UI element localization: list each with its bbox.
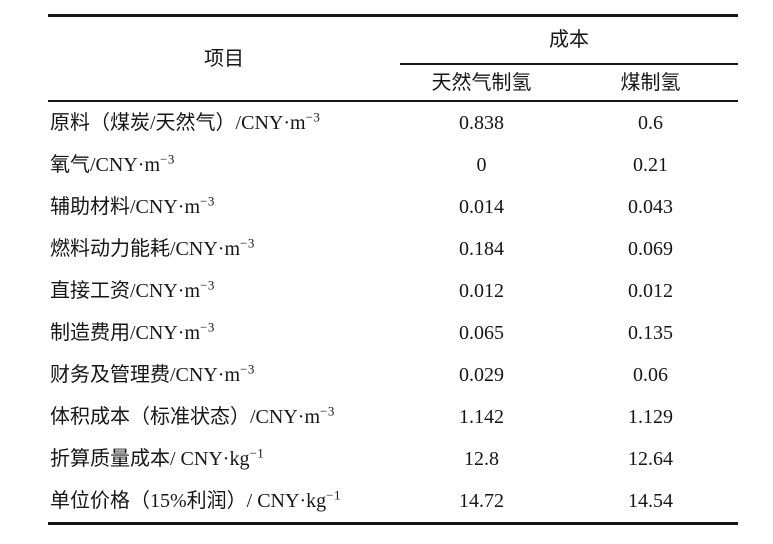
gas-value: 14.72 bbox=[459, 490, 504, 512]
row-label-superscript: −3 bbox=[305, 109, 321, 125]
gas-value: 0.014 bbox=[459, 196, 504, 218]
row-label: 原料（煤炭/天然气）/CNY·m bbox=[50, 112, 306, 134]
coal-value: 0.06 bbox=[633, 364, 668, 386]
row-label: 体积成本（标准状态）/CNY·m bbox=[50, 406, 320, 428]
row-label-superscript: −3 bbox=[240, 361, 255, 377]
row-label: 折算质量成本/ CNY·kg bbox=[50, 448, 250, 470]
gas-value: 0.065 bbox=[459, 322, 504, 344]
table-row-mass-cost: 折算质量成本/ CNY·kg−1 12.8 12.64 bbox=[48, 438, 738, 480]
row-label-superscript: −3 bbox=[200, 277, 215, 293]
row-label: 燃料动力能耗/CNY·m bbox=[50, 238, 240, 260]
row-label-superscript: −3 bbox=[200, 193, 215, 209]
gas-value: 0.012 bbox=[459, 280, 504, 302]
hydrogen-cost-table: 项目 成本 天然气制氢 煤制氢 原料（煤炭/天然气）/CNY·m−3 0.838… bbox=[48, 14, 738, 525]
table-row-fuel-power: 燃料动力能耗/CNY·m−3 0.184 0.069 bbox=[48, 228, 738, 270]
table-row-raw-material: 原料（煤炭/天然气）/CNY·m−3 0.838 0.6 bbox=[48, 101, 738, 144]
row-label-superscript: −3 bbox=[200, 319, 215, 335]
row-label-superscript: −3 bbox=[320, 403, 335, 419]
table-row-direct-wages: 直接工资/CNY·m−3 0.012 0.012 bbox=[48, 270, 738, 312]
table-row-auxiliary-materials: 辅助材料/CNY·m−3 0.014 0.043 bbox=[48, 186, 738, 228]
coal-value: 1.129 bbox=[628, 406, 673, 428]
header-row-top: 项目 成本 bbox=[48, 15, 738, 102]
coal-value: 0.012 bbox=[628, 280, 673, 302]
table-row-unit-price: 单位价格（15%利润）/ CNY·kg−1 14.72 14.54 bbox=[48, 480, 738, 524]
row-label: 制造费用/CNY·m bbox=[50, 322, 200, 344]
row-label: 单位价格（15%利润）/ CNY·kg bbox=[50, 490, 327, 512]
row-label-superscript: −3 bbox=[240, 235, 255, 251]
gas-value: 12.8 bbox=[464, 448, 499, 470]
gas-value: 0.029 bbox=[459, 364, 504, 386]
gas-value: 0.184 bbox=[459, 238, 504, 260]
column-header-item: 项目 bbox=[48, 15, 400, 102]
coal-value: 12.64 bbox=[628, 448, 673, 470]
row-label-superscript: −1 bbox=[326, 487, 341, 503]
row-label: 直接工资/CNY·m bbox=[50, 280, 200, 302]
gas-value: 0 bbox=[476, 154, 487, 176]
header-row-sub: 天然气制氢 煤制氢 bbox=[48, 64, 738, 102]
row-label: 财务及管理费/CNY·m bbox=[50, 364, 240, 386]
gas-value: 1.142 bbox=[459, 406, 504, 428]
table-row-manufacturing-cost: 制造费用/CNY·m−3 0.065 0.135 bbox=[48, 312, 738, 354]
coal-value: 0.21 bbox=[633, 154, 668, 176]
table-row-volume-cost: 体积成本（标准状态）/CNY·m−3 1.142 1.129 bbox=[48, 396, 738, 438]
row-label: 氧气/CNY·m bbox=[50, 154, 160, 176]
coal-value: 14.54 bbox=[628, 490, 673, 512]
coal-value: 0.135 bbox=[628, 322, 673, 344]
coal-value: 0.6 bbox=[638, 112, 663, 134]
column-header-coal: 煤制氢 bbox=[563, 64, 738, 102]
row-label: 辅助材料/CNY·m bbox=[50, 196, 200, 218]
gas-value: 0.838 bbox=[459, 112, 504, 134]
column-header-natural-gas: 天然气制氢 bbox=[400, 64, 563, 102]
coal-value: 0.069 bbox=[628, 238, 673, 260]
coal-value: 0.043 bbox=[628, 196, 673, 218]
column-header-cost: 成本 bbox=[400, 15, 738, 65]
row-label-superscript: −3 bbox=[160, 151, 175, 167]
row-label-superscript: −1 bbox=[249, 445, 265, 461]
table-row-finance-admin: 财务及管理费/CNY·m−3 0.029 0.06 bbox=[48, 354, 738, 396]
table-row-oxygen: 氧气/CNY·m−3 0 0.21 bbox=[48, 144, 738, 186]
